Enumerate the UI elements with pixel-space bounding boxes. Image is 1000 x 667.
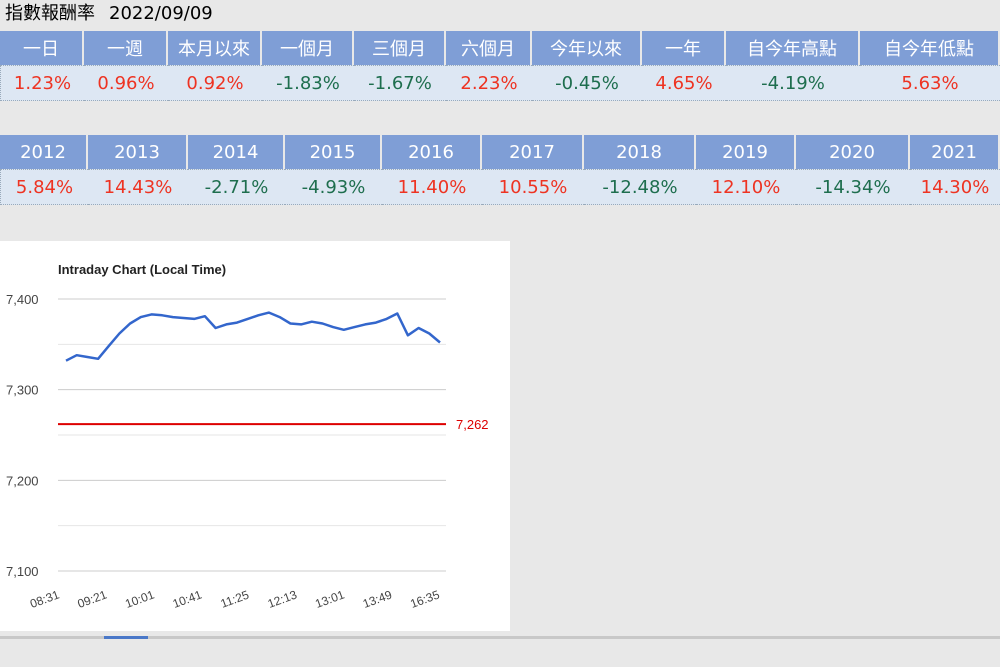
return-value: 10.55% xyxy=(482,169,584,205)
bottom-scroll-track xyxy=(0,636,1000,639)
series-line xyxy=(65,311,441,362)
column-header: 2015 xyxy=(285,135,382,169)
return-value: 2.23% xyxy=(446,65,532,101)
column-header: 自今年低點 xyxy=(860,31,1000,65)
x-tick-label: 12:13 xyxy=(266,587,299,611)
return-value: 5.63% xyxy=(860,65,1000,101)
x-tick-label: 09:21 xyxy=(76,587,109,611)
return-value: -0.45% xyxy=(532,65,642,101)
column-header: 三個月 xyxy=(354,31,446,65)
column-header: 2019 xyxy=(696,135,796,169)
yearly-returns-table: 2012 2013 2014 2015 2016 2017 2018 2019 2020 2021… xyxy=(0,135,1000,205)
x-tick-label: 10:01 xyxy=(123,587,156,611)
yearly-returns-value-row: 5.84% 14.43% -2.71% -4.93% 11.40% 10.55% -12.4… xyxy=(0,169,1000,205)
return-value: 14.43% xyxy=(88,169,188,205)
reference-line-label: 7,262 xyxy=(456,417,489,432)
column-header: 2012 xyxy=(0,135,88,169)
column-header: 本月以來 xyxy=(168,31,262,65)
y-tick-label: 7,100 xyxy=(6,564,39,579)
x-tick-label: 08:31 xyxy=(28,587,61,611)
return-value: 11.40% xyxy=(382,169,482,205)
column-header: 2018 xyxy=(584,135,696,169)
column-header: 一日 xyxy=(0,31,84,65)
column-header: 一年 xyxy=(642,31,726,65)
period-returns-header-row: 一日 一週 本月以來 一個月 三個月 六個月 今年以來 一年 自今年高點 自今年低點 xyxy=(0,31,1000,65)
return-value: 0.92% xyxy=(168,65,262,101)
column-header: 六個月 xyxy=(446,31,532,65)
x-tick-label: 16:35 xyxy=(408,587,441,611)
column-header: 2014 xyxy=(188,135,285,169)
x-tick-label: 13:01 xyxy=(313,587,346,611)
page-header: 指數報酬率 2022/09/09 xyxy=(0,0,1000,29)
return-value: -4.93% xyxy=(285,169,382,205)
intraday-chart-panel: Intraday Chart (Local Time) 7,100 7,200 7,… xyxy=(0,241,510,631)
y-tick-label: 7,300 xyxy=(6,383,39,398)
chart-title: Intraday Chart (Local Time) xyxy=(58,262,226,277)
column-header: 2016 xyxy=(382,135,482,169)
period-returns-table: 一日 一週 本月以來 一個月 三個月 六個月 今年以來 一年 自今年高點 自今年低點 1.23% 0… xyxy=(0,31,1000,101)
return-value: 5.84% xyxy=(0,169,88,205)
column-header: 2021 xyxy=(910,135,1000,169)
page-title: 指數報酬率 xyxy=(5,3,95,24)
return-value: -14.34% xyxy=(796,169,910,205)
return-value: 0.96% xyxy=(84,65,168,101)
return-value: -1.67% xyxy=(354,65,446,101)
period-returns-value-row: 1.23% 0.96% 0.92% -1.83% -1.67% 2.23% -0.45% 4.… xyxy=(0,65,1000,101)
page-date: 2022/09/09 xyxy=(109,3,213,24)
y-tick-label: 7,400 xyxy=(6,292,39,307)
x-tick-label: 10:41 xyxy=(171,587,204,611)
return-value: 1.23% xyxy=(0,65,84,101)
return-value: 14.30% xyxy=(910,169,1000,205)
column-header: 一週 xyxy=(84,31,168,65)
yearly-returns-header-row: 2012 2013 2014 2015 2016 2017 2018 2019 2020 2021 xyxy=(0,135,1000,169)
column-header: 2017 xyxy=(482,135,584,169)
return-value: 12.10% xyxy=(696,169,796,205)
return-value: -12.48% xyxy=(584,169,696,205)
y-tick-label: 7,200 xyxy=(6,473,39,488)
x-tick-label: 11:25 xyxy=(219,588,251,611)
return-value: -1.83% xyxy=(262,65,354,101)
column-header: 2020 xyxy=(796,135,910,169)
scroll-thumb[interactable] xyxy=(104,636,148,639)
return-value: 4.65% xyxy=(642,65,726,101)
return-value: -2.71% xyxy=(188,169,285,205)
column-header: 一個月 xyxy=(262,31,354,65)
return-value: -4.19% xyxy=(726,65,860,101)
intraday-chart: Intraday Chart (Local Time) 7,100 7,200 7,… xyxy=(6,262,489,611)
x-tick-label: 13:49 xyxy=(361,587,394,611)
column-header: 2013 xyxy=(88,135,188,169)
column-header: 今年以來 xyxy=(532,31,642,65)
column-header: 自今年高點 xyxy=(726,31,860,65)
